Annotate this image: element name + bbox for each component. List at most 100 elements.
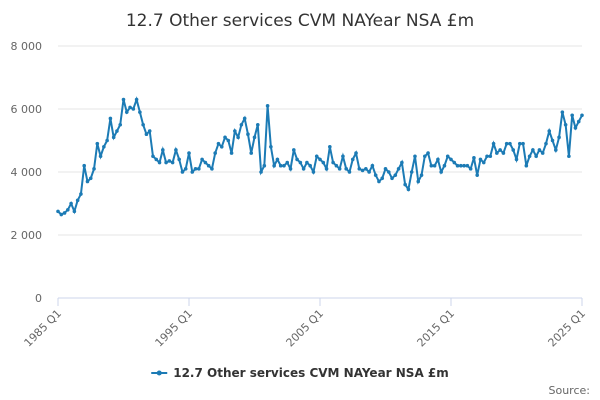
data-point [255,122,260,127]
data-point [187,151,191,155]
data-point [468,167,473,171]
x-tick-label: 1995 Q1 [153,307,196,350]
data-point [337,167,342,171]
data-point [344,167,349,171]
data-point [131,107,136,111]
data-point [249,151,254,155]
data-point [334,163,339,168]
data-point [66,208,70,212]
data-point [226,138,231,143]
data-point [386,170,391,174]
data-point [138,110,142,114]
data-point [350,157,355,162]
data-point [360,168,365,173]
data-point [147,129,152,133]
data-point [423,154,427,159]
data-point [488,154,493,159]
data-point [341,154,345,159]
x-tick-label: 1985 Q1 [22,307,65,350]
data-point [272,163,276,168]
data-point [537,148,542,152]
x-tick-label: 2005 Q1 [284,307,327,350]
data-point [88,176,93,181]
data-point [197,167,201,171]
data-point [491,141,496,146]
data-point [527,154,532,159]
data-point [550,138,555,143]
data-point [229,151,234,155]
data-point [95,141,100,146]
data-point [485,154,489,159]
data-point [206,163,211,168]
data-point [445,154,450,159]
data-point [367,170,371,174]
data-point [540,151,545,155]
data-point [400,160,404,165]
data-point [115,129,119,133]
x-tick-label: 2025 Q1 [546,307,589,350]
data-point [262,163,267,168]
data-point [455,163,460,168]
data-point [177,157,181,162]
data-point [370,163,375,168]
data-point [111,135,116,140]
data-point [380,176,385,181]
data-point [121,97,126,102]
data-point [331,160,335,165]
data-point [563,122,568,127]
data-point [216,141,221,146]
data-point [567,154,571,159]
data-point [393,173,398,177]
data-point [426,151,430,155]
data-point [183,167,188,171]
data-point [108,116,113,121]
data-point [403,182,407,187]
legend-label: 12.7 Other services CVM NAYear NSA £m [173,366,449,380]
data-point [524,163,529,168]
data-point [321,160,326,165]
data-point [301,167,306,171]
data-point [390,176,394,181]
data-point [124,110,129,114]
data-point [576,119,581,124]
data-point [246,132,250,136]
data-point [157,160,162,165]
data-point [134,97,139,102]
data-point [85,179,90,184]
data-point [472,156,476,160]
y-tick-label: 6 000 [11,103,43,116]
y-tick-label: 4 000 [11,166,43,179]
data-point [429,163,434,168]
data-point [354,151,358,155]
data-point [239,122,244,127]
data-point [452,160,457,165]
data-point [570,113,574,118]
data-point [170,160,175,165]
data-point [144,132,149,136]
data-point [151,154,155,159]
data-point [544,141,548,146]
data-point [308,163,312,168]
data-point [478,157,483,162]
data-point [557,135,561,140]
data-point [82,163,86,168]
data-point [517,141,522,146]
data-point [531,148,535,152]
data-point [347,170,352,174]
data-point [242,116,247,121]
data-point [305,160,309,165]
data-point [439,170,443,174]
data-point [102,145,106,149]
data-point [436,157,440,162]
data-point [508,141,512,146]
data-point [288,167,293,171]
data-point [498,148,502,152]
data-point [62,211,67,215]
data-point [105,138,109,143]
data-point [161,148,165,152]
data-point [118,122,123,127]
data-point [419,173,424,177]
data-point [252,135,257,140]
data-point [442,163,447,168]
data-point [223,135,227,140]
